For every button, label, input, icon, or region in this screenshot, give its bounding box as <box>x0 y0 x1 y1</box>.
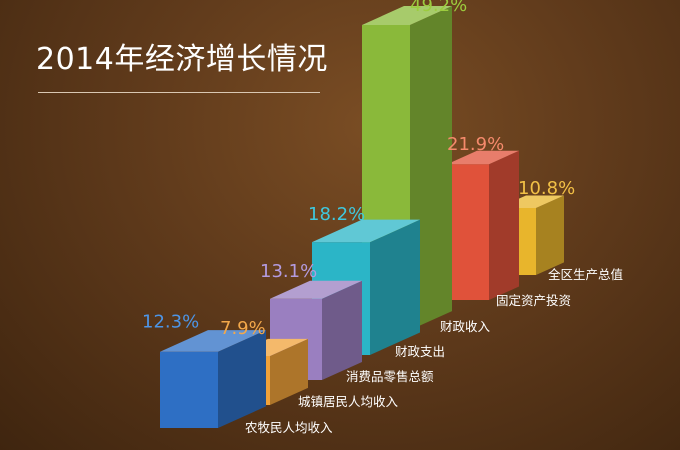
bar-side-face <box>536 195 564 275</box>
category-label: 全区生产总值 <box>548 267 623 282</box>
category-label: 农牧民人均收入 <box>245 420 333 435</box>
bar-6 <box>447 150 519 300</box>
chart-title: 2014年经济增长情况 <box>36 42 328 77</box>
bar-side-face <box>370 219 420 355</box>
value-label: 7.9% <box>220 318 266 339</box>
bar-top-face <box>447 150 519 165</box>
bar-top-face <box>362 6 452 25</box>
bar-side-face <box>270 338 308 405</box>
category-label: 财政收入 <box>440 319 491 334</box>
bar-front-face <box>160 351 218 428</box>
bar-top-face <box>312 219 420 243</box>
bar-1 <box>160 330 266 428</box>
bar-top-face <box>270 280 362 299</box>
category-label: 固定资产投资 <box>496 293 571 308</box>
value-label: 49.2% <box>410 0 467 16</box>
title-divider <box>38 92 320 93</box>
bar-front-face <box>447 164 489 300</box>
value-label: 12.3% <box>142 312 199 333</box>
category-label: 城镇居民人均收入 <box>298 394 399 409</box>
value-label: 18.2% <box>308 204 365 225</box>
bar-side-face <box>218 330 266 428</box>
bar-side-face <box>322 280 362 380</box>
bar-top-face <box>160 330 266 352</box>
value-label: 10.8% <box>518 178 575 199</box>
bar-side-face <box>489 150 519 300</box>
category-label: 财政支出 <box>395 344 445 359</box>
bar-side-face <box>410 6 452 331</box>
value-label: 13.1% <box>260 261 317 282</box>
category-label: 消费品零售总额 <box>346 369 434 384</box>
value-label: 21.9% <box>447 134 504 155</box>
